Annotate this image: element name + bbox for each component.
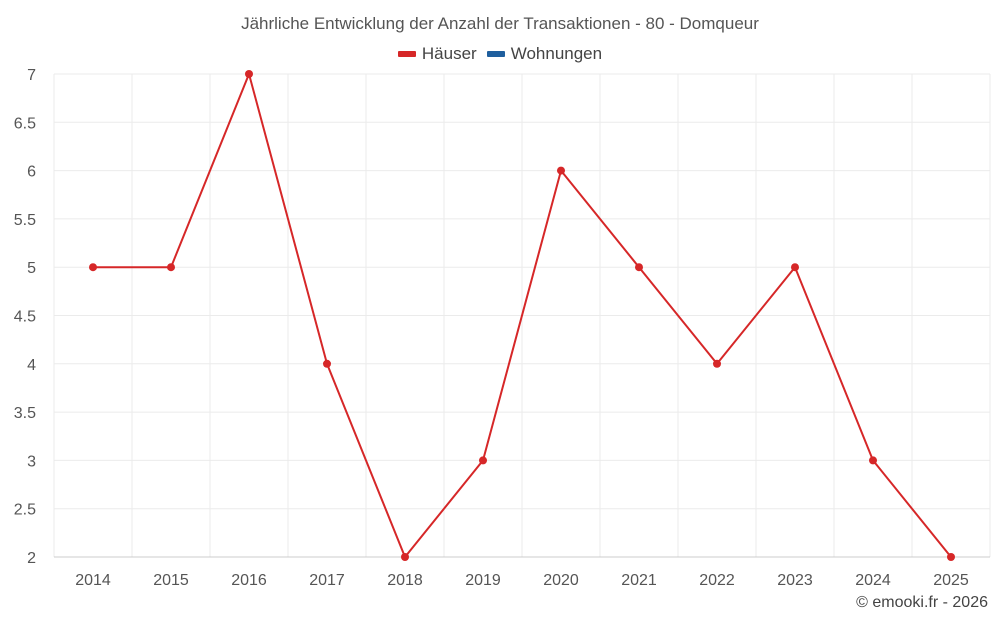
x-tick-label: 2016 [231, 572, 267, 589]
y-tick-label: 4 [27, 357, 36, 374]
data-point [947, 553, 955, 561]
x-tick-label: 2023 [777, 572, 813, 589]
y-tick-label: 5 [27, 260, 36, 277]
x-axis: 2014 2015 2016 2017 2018 2019 2020 2021 2022 2023… [54, 556, 990, 589]
x-tick-label: 2018 [387, 572, 423, 589]
y-tick-label: 3.5 [14, 405, 36, 422]
data-point [791, 263, 799, 272]
y-tick-label: 2 [27, 550, 36, 567]
legend: Häuser Wohnungen [0, 44, 1000, 64]
legend-label-wohnungen: Wohnungen [510, 44, 603, 63]
data-point [869, 456, 877, 465]
data-point [479, 456, 487, 465]
y-tick-label: 6.5 [14, 115, 36, 132]
x-tick-label: 2019 [465, 572, 501, 589]
data-point [557, 166, 565, 175]
x-tick-label: 2015 [153, 572, 189, 589]
series-layer [89, 70, 955, 561]
legend-swatch-haeuser [397, 51, 416, 57]
data-point [713, 359, 721, 368]
x-tick-label: 2025 [933, 572, 969, 589]
series-line-0 [93, 73, 952, 558]
credit-text: © emooki.fr - 2026 [856, 594, 988, 611]
x-tick-label: 2020 [543, 572, 579, 589]
x-tick-label: 2014 [75, 572, 111, 589]
data-point [635, 263, 643, 272]
y-tick-label: 7 [27, 67, 36, 84]
legend-label-haeuser: Häuser [421, 44, 477, 63]
data-point [323, 359, 331, 368]
y-axis: 2 2.5 3 3.5 4 4.5 5 5.5 6 6.5 7 [14, 67, 36, 567]
x-tick-label: 2024 [855, 572, 891, 589]
data-point [401, 553, 409, 561]
legend-item-wohnungen[interactable]: Wohnungen [486, 44, 603, 64]
legend-item-haeuser[interactable]: Häuser [397, 44, 477, 64]
legend-swatch-wohnungen [486, 51, 505, 57]
data-point [89, 263, 97, 272]
x-tick-label: 2021 [621, 572, 657, 589]
x-tick-label: 2022 [699, 572, 735, 589]
y-tick-label: 4.5 [14, 309, 36, 326]
data-point [167, 263, 175, 272]
y-tick-label: 2.5 [14, 502, 36, 519]
x-tick-label: 2017 [309, 572, 345, 589]
y-tick-label: 3 [27, 453, 36, 470]
data-point [245, 70, 253, 78]
y-tick-label: 6 [27, 164, 36, 181]
chart-title: Jährliche Entwicklung der Anzahl der Tra… [241, 14, 759, 33]
y-tick-label: 5.5 [14, 212, 36, 229]
